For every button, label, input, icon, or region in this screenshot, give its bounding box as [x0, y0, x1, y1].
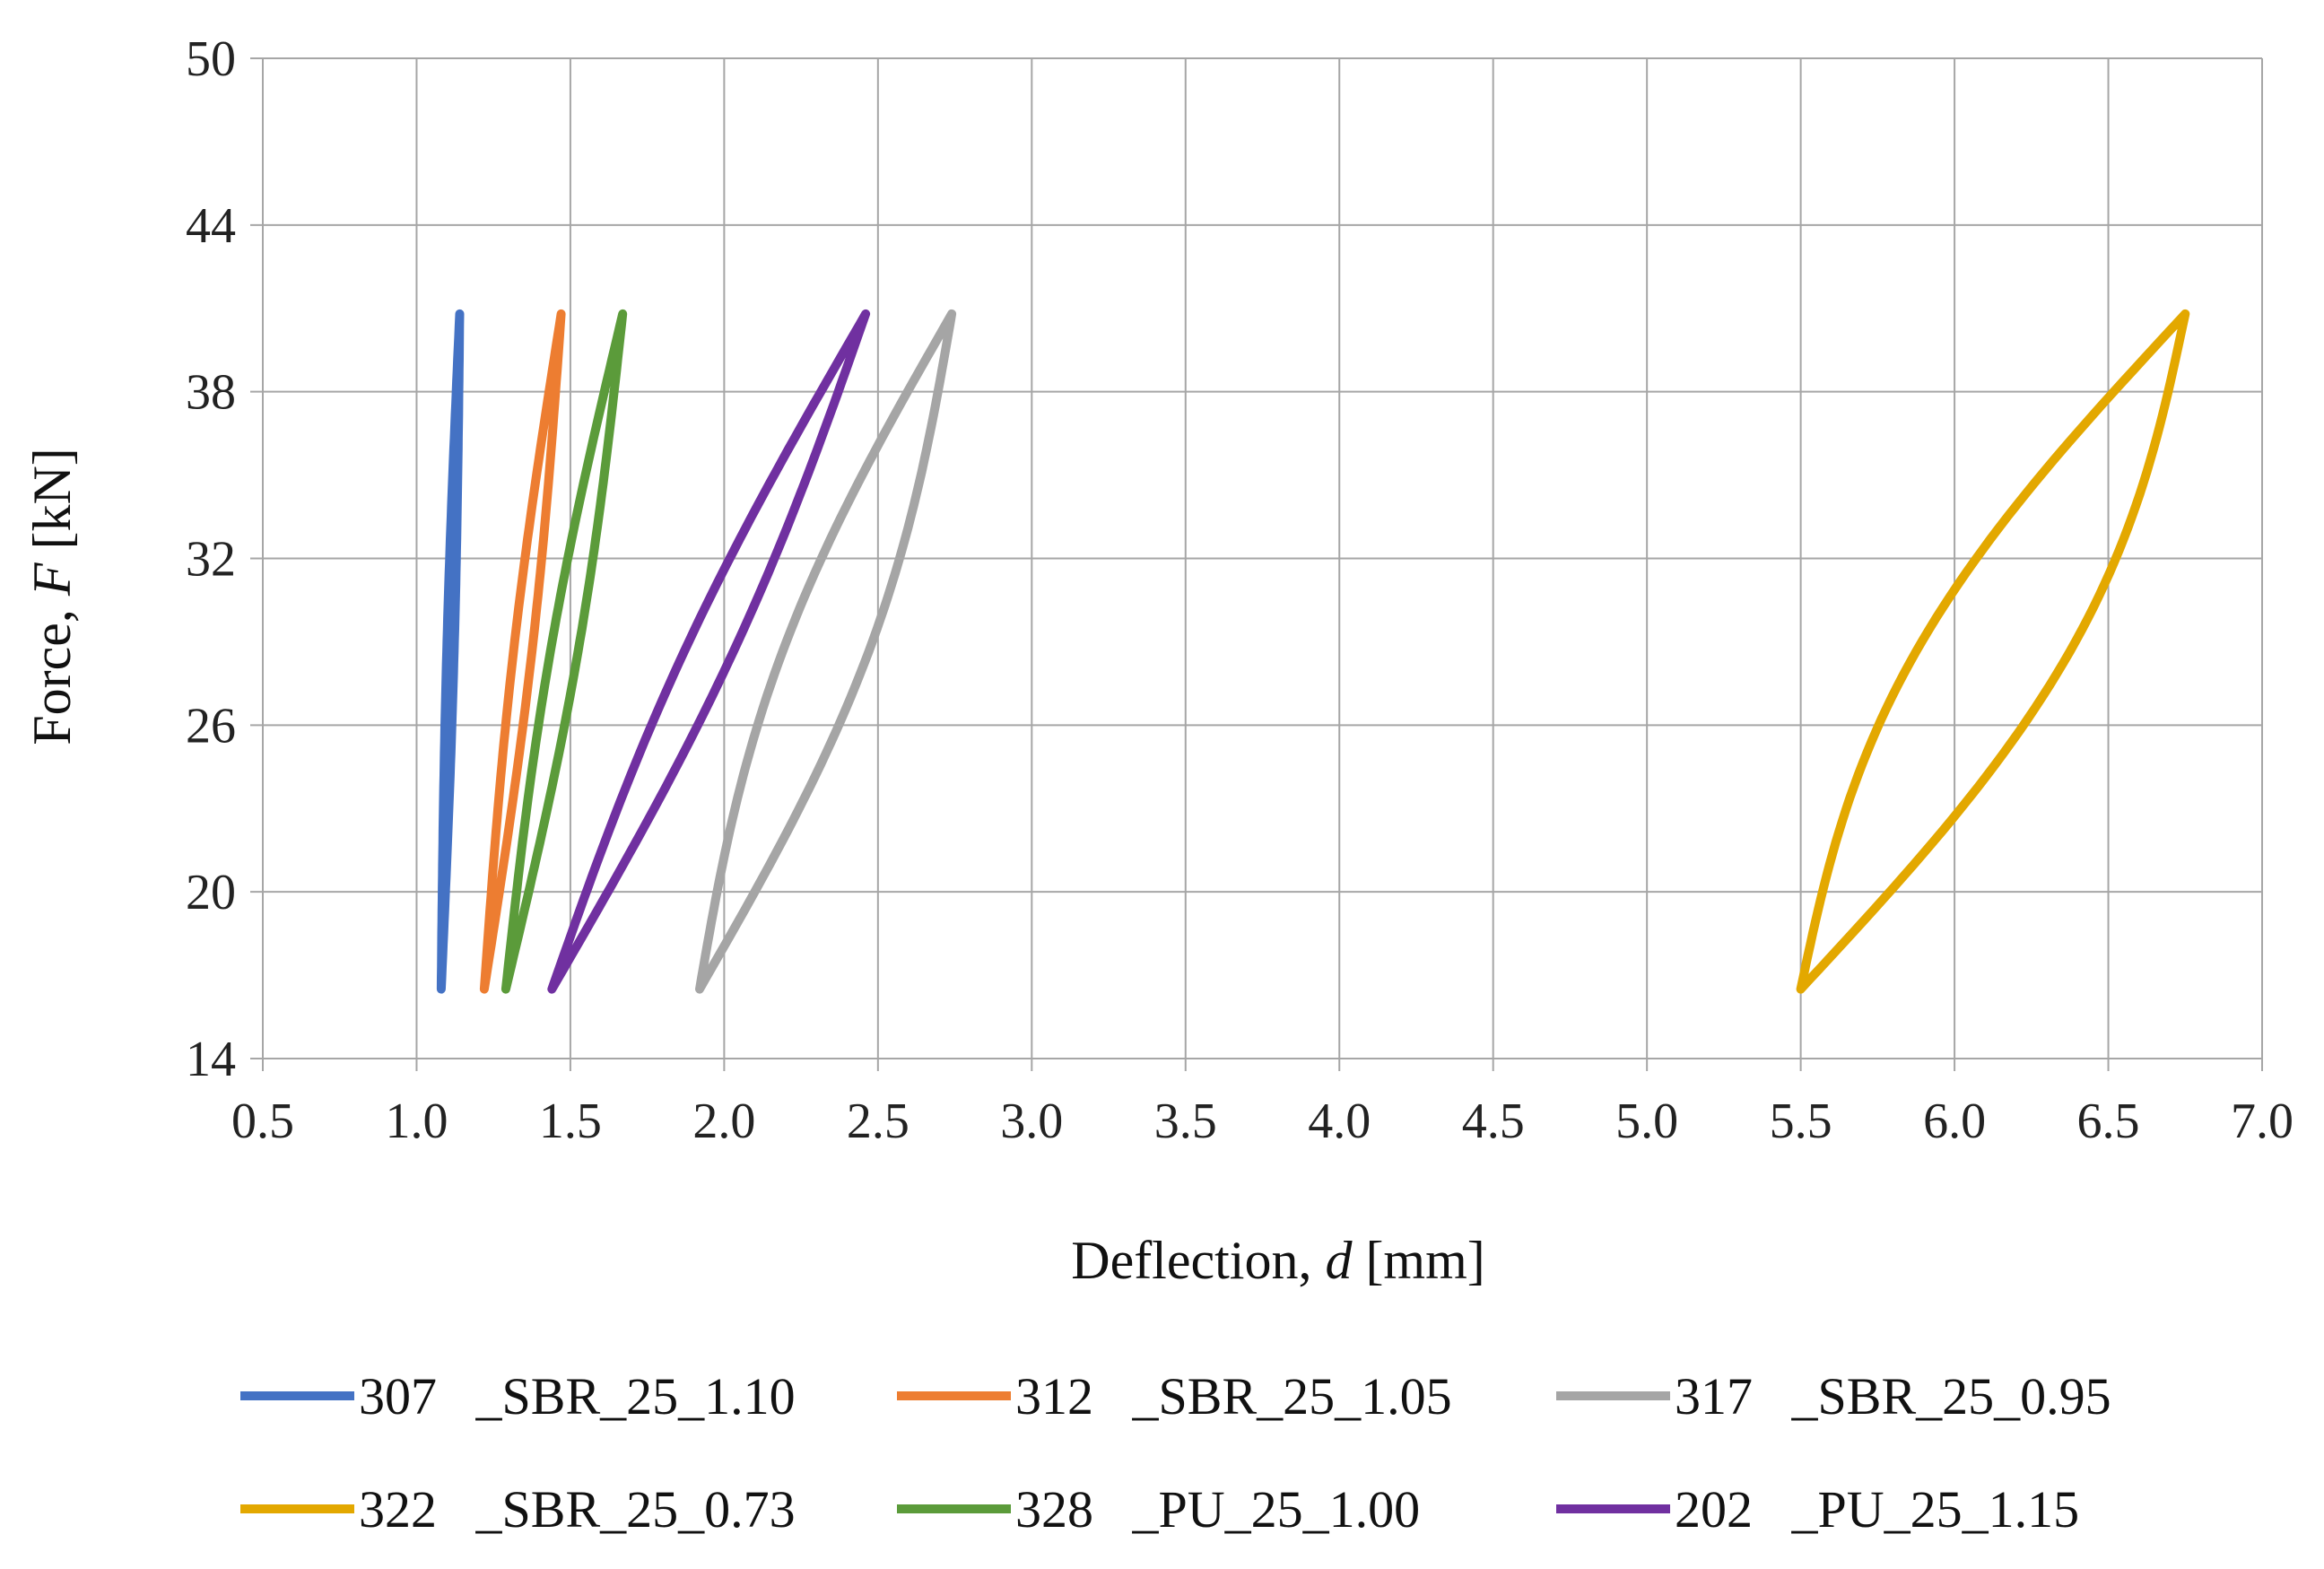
y-axis-title: Force, F [kN] — [22, 448, 82, 745]
series-loop-2 — [695, 309, 957, 994]
x-tick-label: 2.5 — [847, 1094, 910, 1149]
legend-item: 307 _SBR_25_1.10 — [240, 1367, 796, 1425]
legend-item: 317 _SBR_25_0.95 — [1556, 1367, 2111, 1425]
legend-label: 312 _SBR_25_1.05 — [1015, 1367, 1452, 1425]
y-tick-label: 38 — [186, 365, 236, 421]
y-axis-title-post: [kN] — [22, 448, 82, 562]
x-axis-title-post: [mm] — [1352, 1231, 1484, 1290]
y-axis-title-var: F — [22, 562, 82, 597]
legend-item: 202 _PU_25_1.15 — [1556, 1480, 2079, 1538]
legend-item: 322 _SBR_25_0.73 — [240, 1480, 796, 1538]
axis-ticks: 0.5 1.0 1.5 2.0 2.5 3.0 3.5 4.0 4.5 5.0 5.5 6.0 6.5 7… — [186, 31, 2294, 1149]
legend-label: 317 _SBR_25_0.95 — [1675, 1367, 2111, 1425]
x-axis-title: Deflection, d [mm] — [1071, 1231, 1485, 1290]
legend-label: 307 _SBR_25_1.10 — [359, 1367, 796, 1425]
series-layer — [436, 309, 2190, 994]
legend-label: 328 _PU_25_1.00 — [1015, 1480, 1420, 1538]
series-loop-3 — [1796, 309, 2190, 994]
y-tick-label: 44 — [186, 198, 236, 254]
x-tick-label: 1.0 — [385, 1094, 448, 1149]
legend-item: 328 _PU_25_1.00 — [897, 1480, 1420, 1538]
legend-label: 202 _PU_25_1.15 — [1675, 1480, 2079, 1538]
series-loop-1 — [479, 309, 566, 994]
x-tick-label: 3.5 — [1154, 1094, 1217, 1149]
y-tick-label: 20 — [186, 865, 236, 920]
legend-item: 312 _SBR_25_1.05 — [897, 1367, 1452, 1425]
x-tick-label: 2.0 — [692, 1094, 755, 1149]
x-tick-label: 6.5 — [2077, 1094, 2140, 1149]
x-tick-label: 0.5 — [231, 1094, 294, 1149]
series-loop-0 — [436, 309, 465, 994]
grid — [250, 57, 2263, 1071]
x-tick-label: 4.0 — [1308, 1094, 1371, 1149]
x-axis-title-pre: Deflection, — [1071, 1231, 1325, 1290]
legend-label: 322 _SBR_25_0.73 — [359, 1480, 796, 1538]
y-tick-label: 26 — [186, 698, 236, 754]
y-tick-label: 32 — [186, 532, 236, 588]
x-tick-label: 5.0 — [1615, 1094, 1678, 1149]
x-tick-label: 3.0 — [1000, 1094, 1063, 1149]
series-loop-4 — [500, 309, 628, 994]
legend: 307 _SBR_25_1.10 312 _SBR_25_1.05 317 _SBR… — [240, 1367, 2111, 1538]
y-tick-label: 14 — [186, 1032, 236, 1087]
x-tick-label: 6.0 — [1923, 1094, 1986, 1149]
series-loop-5 — [547, 309, 871, 994]
y-axis-title-pre: Force, — [22, 596, 82, 745]
x-tick-label: 4.5 — [1462, 1094, 1525, 1149]
x-tick-label: 1.5 — [539, 1094, 602, 1149]
y-tick-label: 50 — [186, 31, 236, 87]
x-axis-title-var: d — [1325, 1231, 1353, 1290]
x-tick-label: 7.0 — [2231, 1094, 2294, 1149]
x-tick-label: 5.5 — [1770, 1094, 1832, 1149]
